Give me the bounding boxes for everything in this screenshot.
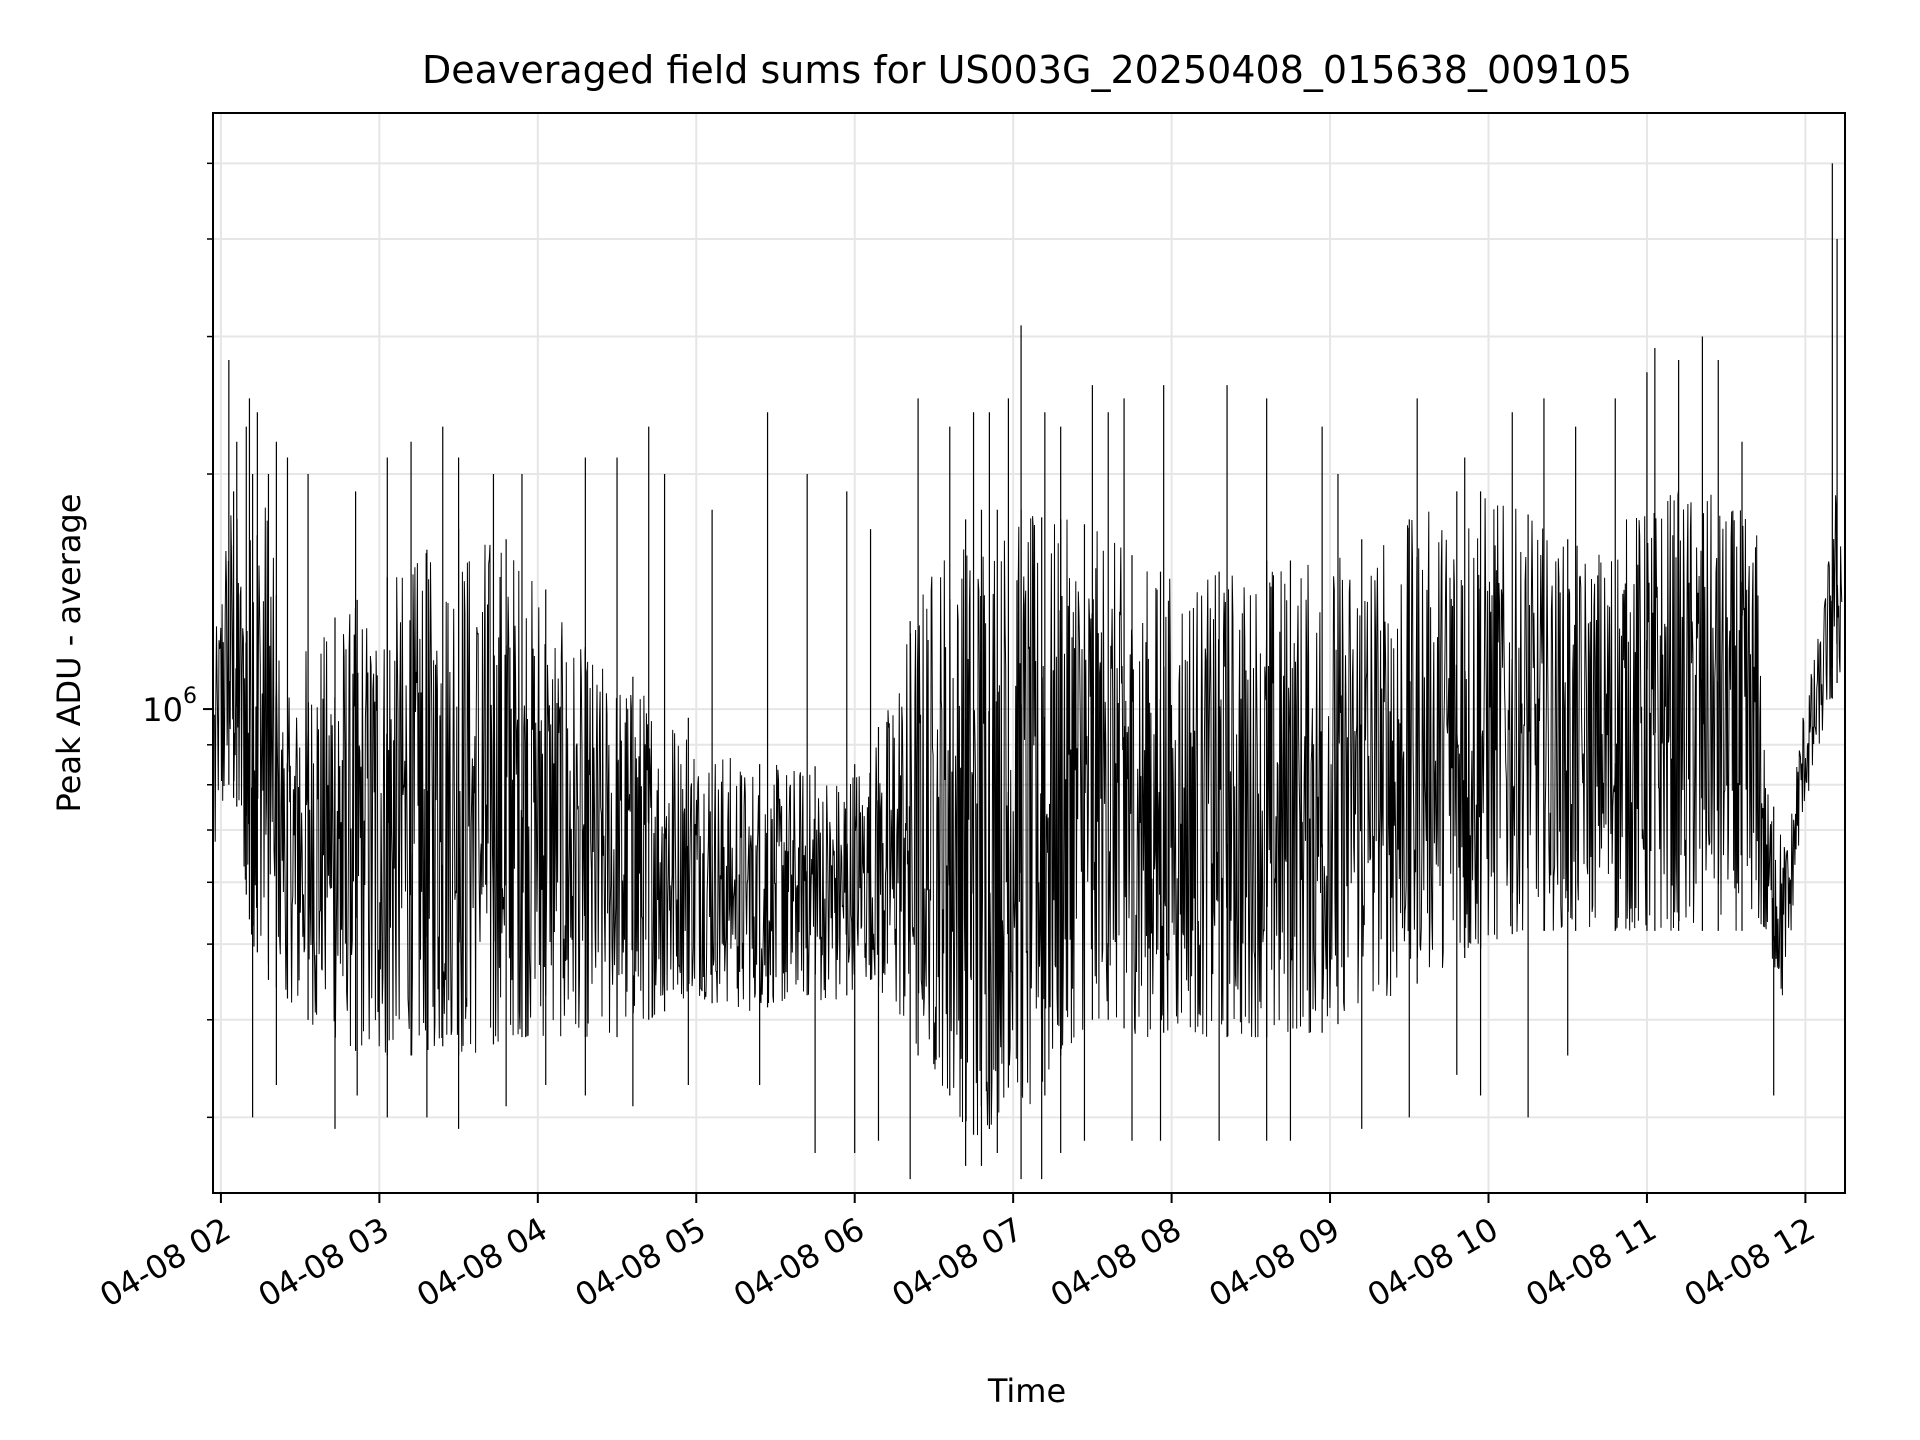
x-tick-label: 04-08 10 bbox=[1361, 1210, 1505, 1315]
y-tick-label-exponent: 6 bbox=[183, 684, 197, 709]
x-tick-label: 04-08 09 bbox=[1202, 1210, 1346, 1315]
plot-frame bbox=[212, 112, 1846, 1194]
x-tick-label: 04-08 02 bbox=[93, 1210, 237, 1315]
x-axis-label: Time bbox=[987, 1372, 1066, 1410]
x-tick-label: 04-08 03 bbox=[252, 1210, 396, 1315]
y-tick-label: 10 bbox=[142, 691, 183, 729]
x-tick-label: 04-08 04 bbox=[410, 1210, 554, 1315]
x-tick-label: 04-08 08 bbox=[1044, 1210, 1188, 1315]
series-line-group bbox=[214, 163, 1843, 1180]
x-tick-label: 04-08 05 bbox=[569, 1210, 713, 1315]
x-tick-label: 04-08 12 bbox=[1678, 1210, 1822, 1315]
x-tick-label: 04-08 07 bbox=[886, 1210, 1030, 1315]
chart-title: Deaveraged field sums for US003G_2025040… bbox=[422, 48, 1632, 92]
y-axis-label: Peak ADU - average bbox=[50, 494, 88, 813]
x-tick-label: 04-08 06 bbox=[727, 1210, 871, 1315]
x-tick-label: 04-08 11 bbox=[1519, 1210, 1663, 1315]
series-line bbox=[214, 490, 1843, 1136]
